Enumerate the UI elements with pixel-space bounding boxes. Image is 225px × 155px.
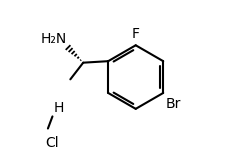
- Text: H₂N: H₂N: [40, 32, 66, 46]
- Text: Cl: Cl: [45, 136, 58, 150]
- Text: H: H: [54, 101, 64, 115]
- Text: Br: Br: [165, 97, 180, 111]
- Text: F: F: [131, 27, 139, 42]
